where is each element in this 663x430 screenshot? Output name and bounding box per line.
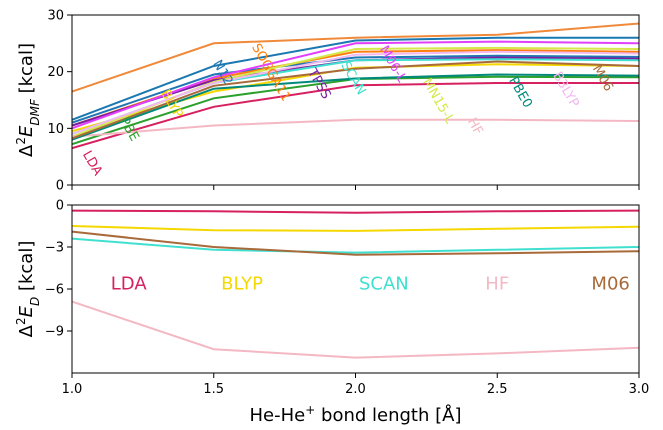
bottom-xtick-label: 2.0 — [345, 382, 366, 397]
curve-label-hf: HF — [464, 115, 486, 137]
legend-entry-m06: M06 — [591, 273, 629, 294]
top-series-line-extra-13 — [72, 22, 639, 93]
top-ytick-label: 0 — [56, 179, 64, 194]
top-ytick-label: 10 — [47, 122, 64, 137]
bottom-series-line-lda — [72, 209, 639, 214]
top-ytick-label: 30 — [47, 9, 64, 24]
legend-entry-lda: LDA — [111, 273, 148, 294]
bottom-ytick-label: 0 — [56, 199, 64, 214]
bottom-ylabel: Δ2ED [kcal] — [14, 241, 42, 338]
bottom-series-group — [72, 209, 639, 359]
top-series-line-b3lyp — [72, 50, 639, 135]
top-series-group — [72, 22, 639, 150]
bottom-ytick-label: −3 — [45, 241, 64, 256]
bottom-series-line-blyp — [72, 225, 639, 232]
legend-entry-scan: SCAN — [359, 273, 409, 294]
bottom-xtick-label: 1.0 — [62, 382, 83, 397]
top-ylabel: Δ2EDMF [kcal] — [14, 43, 42, 157]
top-series-line-lda — [72, 82, 639, 150]
top-series-line-m06-l — [72, 40, 639, 130]
bottom-series-line-scan — [72, 237, 639, 254]
bottom-xtick-label: 1.5 — [203, 382, 224, 397]
curve-label-pbe0: PBE0 — [505, 74, 535, 110]
x-axis-label: He-He+ bond length [Å] — [250, 403, 462, 426]
curve-label-lda: LDA — [79, 148, 105, 178]
top-series-line-m06 — [72, 60, 639, 140]
bottom-ytick-label: −9 — [45, 325, 64, 340]
bottom-ytick-label: −6 — [45, 283, 64, 298]
bottom-series-line-m06 — [72, 230, 639, 256]
curve-label-tpss: TPSS — [304, 65, 334, 101]
bottom-panel: 0 −3 −6 −9 1.0 1.5 2.0 2.5 3.0 LDA BLYP SCAN HF M06 Δ2… — [14, 199, 649, 427]
top-series-line-pbe0 — [72, 73, 639, 141]
legend-entry-hf: HF — [485, 273, 509, 294]
bottom-series-line-hf — [72, 300, 639, 359]
legend-entry-blyp: BLYP — [221, 273, 263, 294]
bottom-xtick-label: 2.5 — [487, 382, 508, 397]
top-series-line-extra-14 — [72, 36, 639, 121]
top-ytick-label: 20 — [47, 65, 64, 80]
top-series-line-hf — [72, 118, 639, 138]
top-series-line-n12 — [72, 54, 639, 124]
curve-label-m06: M06 — [589, 63, 616, 95]
bottom-xtick-label: 3.0 — [629, 382, 650, 397]
